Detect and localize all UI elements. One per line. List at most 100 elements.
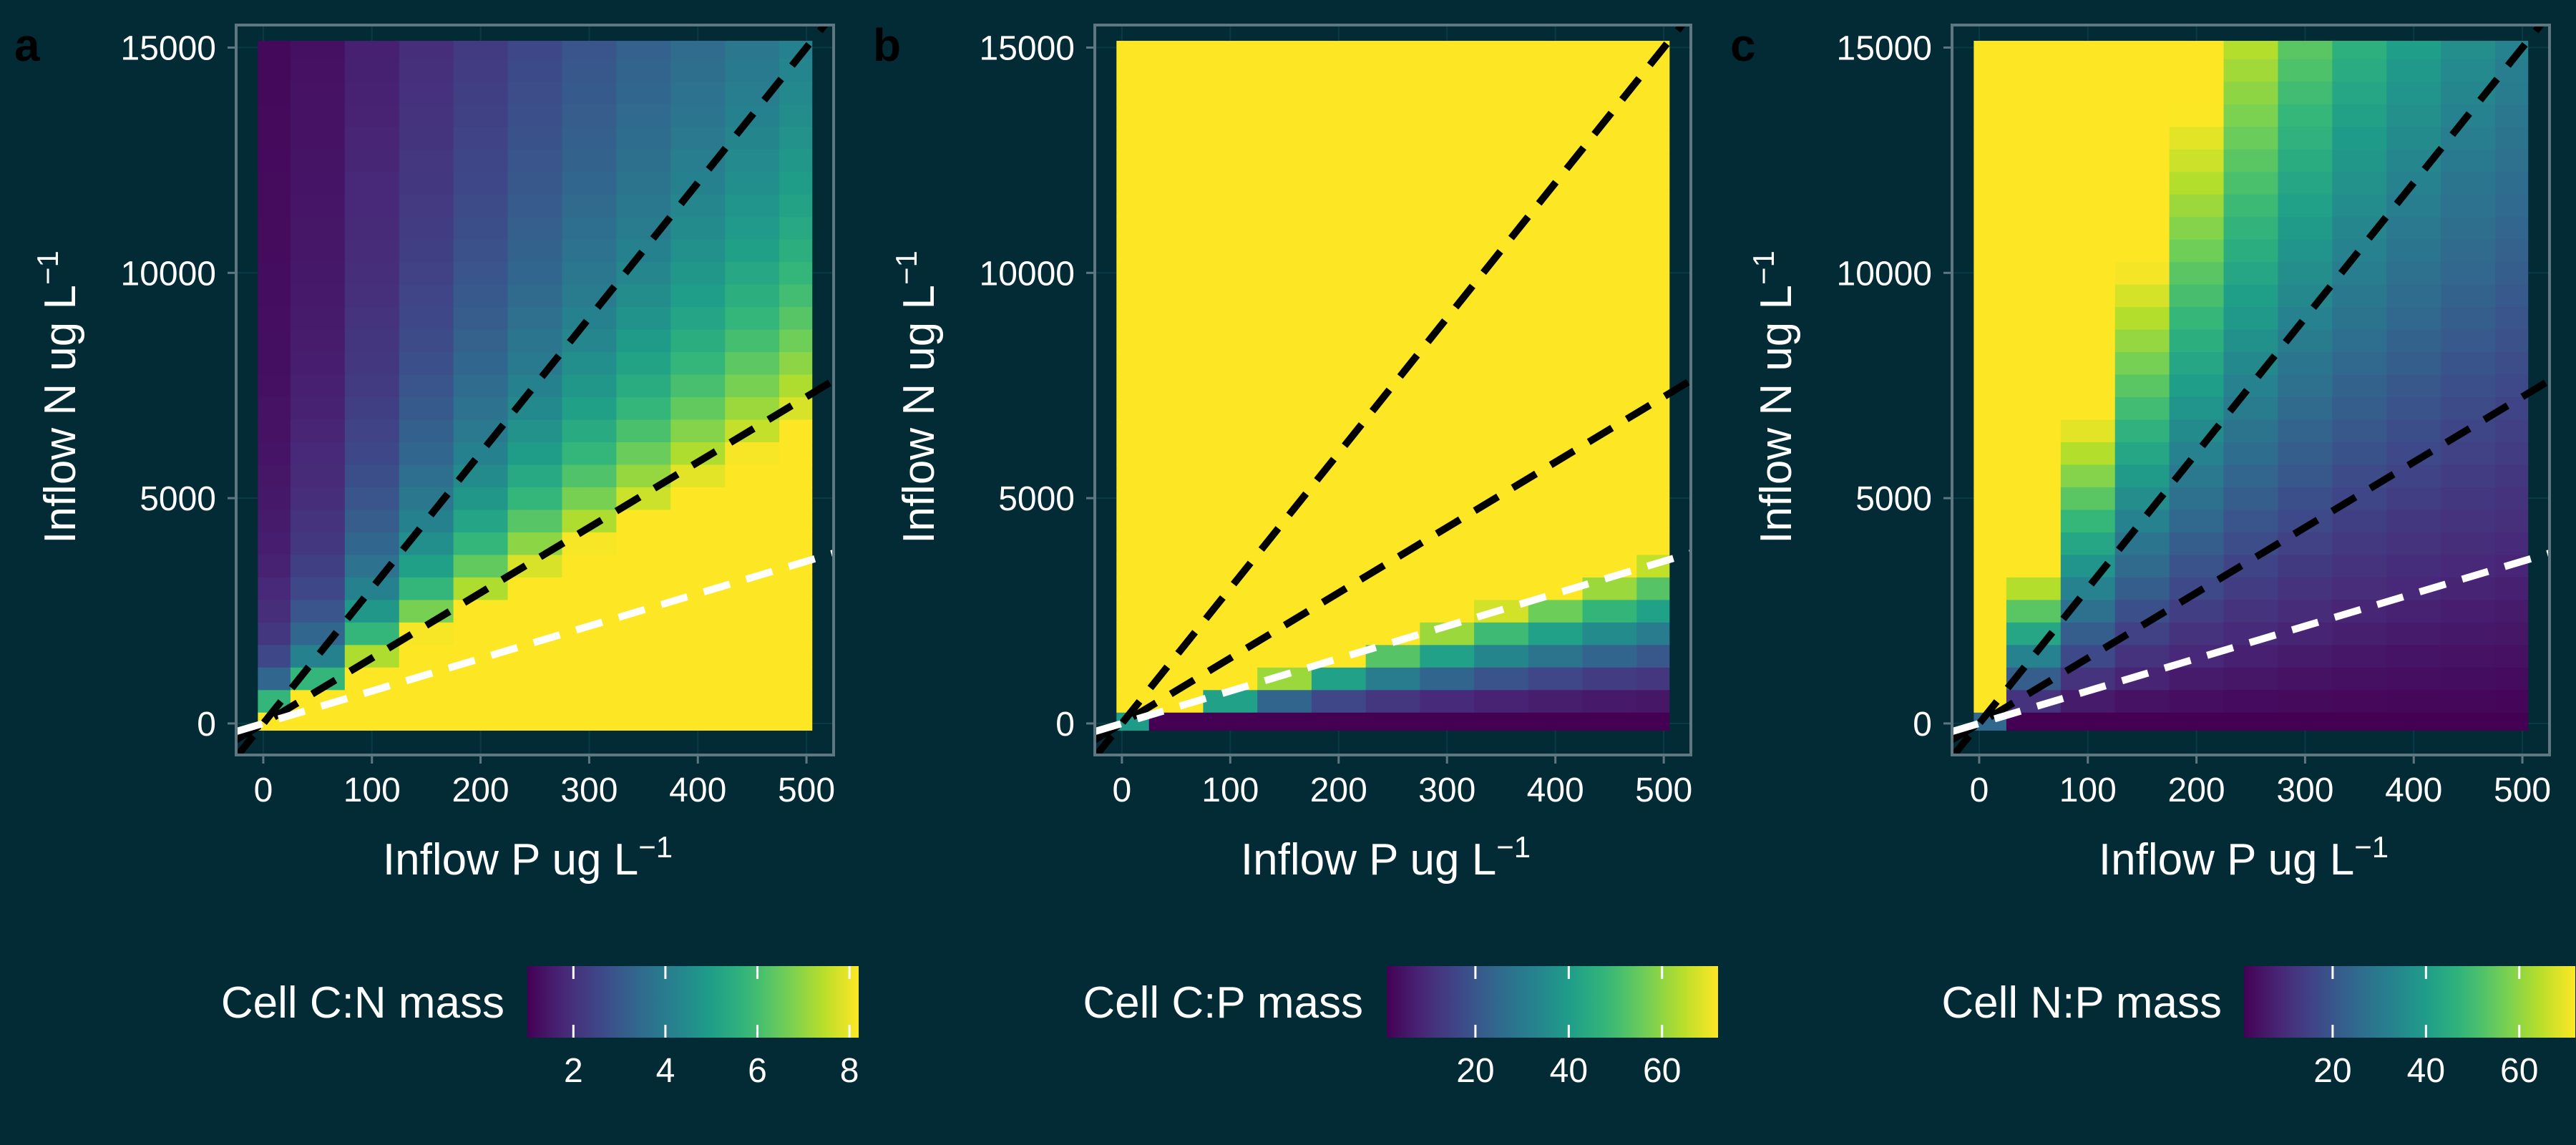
heatmap-cell [344, 396, 400, 420]
heatmap-cell [1582, 442, 1637, 465]
heatmap-cell [1203, 306, 1258, 330]
heatmap-cell [453, 622, 509, 645]
heatmap-cell [2169, 239, 2225, 263]
heatmap-cell [2495, 194, 2529, 218]
heatmap-cell [616, 351, 671, 375]
heatmap-cell [2114, 216, 2170, 240]
heatmap-cell [1311, 284, 1367, 308]
heatmap-cell [2169, 261, 2225, 285]
heatmap-cell [1974, 554, 2007, 578]
heatmap-cell [1116, 532, 1150, 555]
panel-letter: c [1730, 19, 1756, 71]
heatmap-cell [1636, 599, 1670, 623]
heatmap-cell [2060, 239, 2116, 263]
heatmap-cell [670, 487, 726, 510]
heatmap-cell [258, 532, 291, 555]
heatmap-cell [616, 126, 671, 150]
heatmap-cell [1311, 554, 1367, 578]
heatmap-cell [507, 712, 563, 731]
heatmap-cell [670, 554, 726, 578]
heatmap-cell [562, 464, 617, 487]
heatmap-cell [2060, 351, 2116, 375]
heatmap-cell [258, 239, 291, 263]
heatmap-cell [1116, 464, 1150, 487]
heatmap-cell [507, 126, 563, 150]
heatmap-cell [290, 126, 346, 150]
heatmap-cell [1582, 689, 1637, 713]
heatmap-cell [562, 41, 617, 59]
y-tick-label: 0 [1913, 706, 1932, 744]
heatmap-cell [1203, 712, 1258, 731]
heatmap-cell [2223, 59, 2279, 82]
heatmap-cell [1582, 464, 1637, 487]
heatmap-cell [1148, 554, 1204, 578]
heatmap-cell [1203, 464, 1258, 487]
heatmap-cell [344, 59, 400, 82]
heatmap-cell [562, 532, 617, 555]
heatmap-cell [2441, 464, 2496, 487]
heatmap-cell [562, 689, 617, 713]
x-axis-title: Inflow P ug L−1 [2099, 830, 2389, 885]
heatmap-cell [399, 261, 454, 285]
heatmap-cell [290, 442, 346, 465]
heatmap-cell [1257, 216, 1312, 240]
colorbar-tick-label: 40 [2407, 1052, 2445, 1090]
heatmap-cell [1257, 509, 1312, 532]
y-tick-label: 10000 [1837, 255, 1932, 293]
panel-letter: a [14, 19, 40, 71]
heatmap-cell [1116, 59, 1150, 82]
heatmap-cell [399, 644, 454, 668]
heatmap-cell [1365, 487, 1420, 510]
heatmap-cell [2006, 532, 2062, 555]
heatmap-cell [1582, 59, 1637, 82]
heatmap-cell [2441, 239, 2496, 263]
heatmap-cell [1365, 442, 1420, 465]
heatmap-cell [2114, 149, 2170, 172]
heatmap-cell [2060, 487, 2116, 510]
heatmap-cell [1365, 81, 1420, 104]
heatmap-cell [2386, 126, 2441, 150]
heatmap-cell [1116, 351, 1150, 375]
heatmap-cell [1365, 126, 1420, 150]
heatmap-cell [1148, 599, 1204, 623]
heatmap-cell [2332, 171, 2387, 195]
heatmap-cell [725, 442, 780, 465]
colorbar: 20 40 60 Cell N:P mass [1941, 966, 2575, 1090]
heatmap-cell [670, 329, 726, 353]
heatmap-cell [1257, 419, 1312, 443]
heatmap-cell [1528, 396, 1584, 420]
heatmap-cell [1528, 59, 1584, 82]
heatmap-cell [1116, 306, 1150, 330]
y-tick-label: 0 [1055, 706, 1075, 744]
dashed-line [236, 377, 834, 744]
heatmap-cell [1474, 442, 1529, 465]
heatmap-cell [507, 599, 563, 623]
heatmap-cell [2441, 149, 2496, 172]
heatmap-cell [1582, 487, 1637, 510]
heatmap-cell [616, 532, 671, 555]
heatmap-cell [1636, 464, 1670, 487]
heatmap-cell [725, 59, 780, 82]
heatmap-cell [1203, 487, 1258, 510]
heatmap-cell [2495, 509, 2529, 532]
heatmap-cell [1365, 149, 1420, 172]
y-axis-title: Inflow N ug L−1 [889, 250, 944, 544]
heatmap-cell [2495, 216, 2529, 240]
heatmap-cell [344, 419, 400, 443]
heatmap-cell [1148, 374, 1204, 398]
heatmap-cell [1148, 487, 1204, 510]
heatmap-cell [1636, 329, 1670, 353]
colorbar-tick-label: 40 [1550, 1052, 1588, 1090]
heatmap-cell [1420, 599, 1475, 623]
heatmap-cell [2006, 396, 2062, 420]
heatmap-cell [1203, 194, 1258, 218]
heatmap-cell [2332, 59, 2387, 82]
heatmap-cell [1420, 306, 1475, 330]
heatmap-cell [2006, 194, 2062, 218]
heatmap-cell [1116, 487, 1150, 510]
heatmap-cell [507, 59, 563, 82]
heatmap-cell [290, 149, 346, 172]
heatmap-cell [1420, 644, 1475, 668]
heatmap-cell [616, 194, 671, 218]
